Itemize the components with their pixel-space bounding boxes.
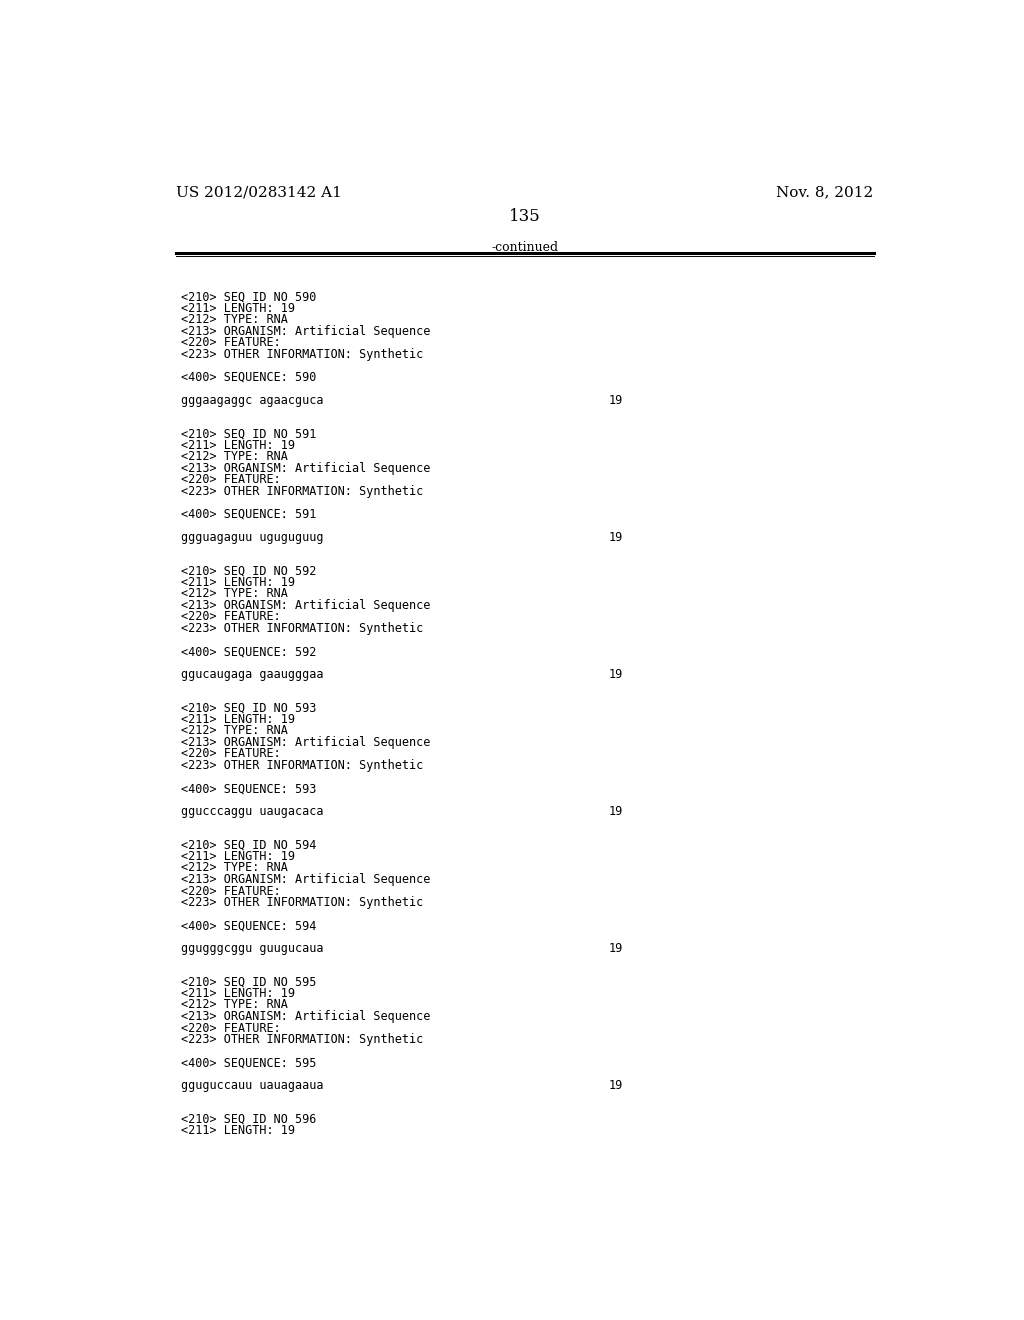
Text: <211> LENGTH: 19: <211> LENGTH: 19: [180, 850, 295, 863]
Text: Nov. 8, 2012: Nov. 8, 2012: [776, 185, 873, 199]
Text: <211> LENGTH: 19: <211> LENGTH: 19: [180, 438, 295, 451]
Text: 19: 19: [608, 395, 623, 407]
Text: <211> LENGTH: 19: <211> LENGTH: 19: [180, 302, 295, 314]
Text: <210> SEQ ID NO 594: <210> SEQ ID NO 594: [180, 838, 316, 851]
Text: <220> FEATURE:: <220> FEATURE:: [180, 610, 281, 623]
Text: -continued: -continued: [492, 240, 558, 253]
Text: gggaagaggc agaacguca: gggaagaggc agaacguca: [180, 395, 324, 407]
Text: <400> SEQUENCE: 590: <400> SEQUENCE: 590: [180, 371, 316, 384]
Text: <211> LENGTH: 19: <211> LENGTH: 19: [180, 713, 295, 726]
Text: 19: 19: [608, 942, 623, 956]
Text: <400> SEQUENCE: 595: <400> SEQUENCE: 595: [180, 1056, 316, 1069]
Text: <212> TYPE: RNA: <212> TYPE: RNA: [180, 862, 288, 874]
Text: <220> FEATURE:: <220> FEATURE:: [180, 1022, 281, 1035]
Text: gguguccauu uauagaaua: gguguccauu uauagaaua: [180, 1080, 324, 1093]
Text: <212> TYPE: RNA: <212> TYPE: RNA: [180, 450, 288, 463]
Text: <210> SEQ ID NO 591: <210> SEQ ID NO 591: [180, 428, 316, 440]
Text: ggucccaggu uaugacaca: ggucccaggu uaugacaca: [180, 805, 324, 818]
Text: <213> ORGANISM: Artificial Sequence: <213> ORGANISM: Artificial Sequence: [180, 325, 430, 338]
Text: <223> OTHER INFORMATION: Synthetic: <223> OTHER INFORMATION: Synthetic: [180, 1034, 423, 1047]
Text: US 2012/0283142 A1: US 2012/0283142 A1: [176, 185, 342, 199]
Text: <223> OTHER INFORMATION: Synthetic: <223> OTHER INFORMATION: Synthetic: [180, 759, 423, 772]
Text: <223> OTHER INFORMATION: Synthetic: <223> OTHER INFORMATION: Synthetic: [180, 484, 423, 498]
Text: 19: 19: [608, 1080, 623, 1093]
Text: <211> LENGTH: 19: <211> LENGTH: 19: [180, 987, 295, 1001]
Text: ggucaugaga gaaugggaa: ggucaugaga gaaugggaa: [180, 668, 324, 681]
Text: <212> TYPE: RNA: <212> TYPE: RNA: [180, 313, 288, 326]
Text: <210> SEQ ID NO 590: <210> SEQ ID NO 590: [180, 290, 316, 304]
Text: 19: 19: [608, 805, 623, 818]
Text: <212> TYPE: RNA: <212> TYPE: RNA: [180, 587, 288, 601]
Text: ggugggcggu guugucaua: ggugggcggu guugucaua: [180, 942, 324, 956]
Text: <220> FEATURE:: <220> FEATURE:: [180, 747, 281, 760]
Text: <210> SEQ ID NO 593: <210> SEQ ID NO 593: [180, 701, 316, 714]
Text: <213> ORGANISM: Artificial Sequence: <213> ORGANISM: Artificial Sequence: [180, 873, 430, 886]
Text: <223> OTHER INFORMATION: Synthetic: <223> OTHER INFORMATION: Synthetic: [180, 896, 423, 909]
Text: 135: 135: [509, 209, 541, 226]
Text: <400> SEQUENCE: 594: <400> SEQUENCE: 594: [180, 919, 316, 932]
Text: <213> ORGANISM: Artificial Sequence: <213> ORGANISM: Artificial Sequence: [180, 599, 430, 612]
Text: ggguagaguu uguguguug: ggguagaguu uguguguug: [180, 531, 324, 544]
Text: <400> SEQUENCE: 593: <400> SEQUENCE: 593: [180, 781, 316, 795]
Text: <213> ORGANISM: Artificial Sequence: <213> ORGANISM: Artificial Sequence: [180, 462, 430, 475]
Text: <223> OTHER INFORMATION: Synthetic: <223> OTHER INFORMATION: Synthetic: [180, 622, 423, 635]
Text: <220> FEATURE:: <220> FEATURE:: [180, 337, 281, 350]
Text: <212> TYPE: RNA: <212> TYPE: RNA: [180, 725, 288, 738]
Text: <210> SEQ ID NO 595: <210> SEQ ID NO 595: [180, 975, 316, 989]
Text: <213> ORGANISM: Artificial Sequence: <213> ORGANISM: Artificial Sequence: [180, 1010, 430, 1023]
Text: <400> SEQUENCE: 591: <400> SEQUENCE: 591: [180, 508, 316, 521]
Text: <210> SEQ ID NO 596: <210> SEQ ID NO 596: [180, 1113, 316, 1126]
Text: <223> OTHER INFORMATION: Synthetic: <223> OTHER INFORMATION: Synthetic: [180, 348, 423, 360]
Text: <213> ORGANISM: Artificial Sequence: <213> ORGANISM: Artificial Sequence: [180, 737, 430, 748]
Text: <220> FEATURE:: <220> FEATURE:: [180, 884, 281, 898]
Text: <212> TYPE: RNA: <212> TYPE: RNA: [180, 998, 288, 1011]
Text: <400> SEQUENCE: 592: <400> SEQUENCE: 592: [180, 645, 316, 659]
Text: 19: 19: [608, 531, 623, 544]
Text: 19: 19: [608, 668, 623, 681]
Text: <220> FEATURE:: <220> FEATURE:: [180, 474, 281, 486]
Text: <211> LENGTH: 19: <211> LENGTH: 19: [180, 1125, 295, 1137]
Text: <211> LENGTH: 19: <211> LENGTH: 19: [180, 576, 295, 589]
Text: <210> SEQ ID NO 592: <210> SEQ ID NO 592: [180, 564, 316, 577]
